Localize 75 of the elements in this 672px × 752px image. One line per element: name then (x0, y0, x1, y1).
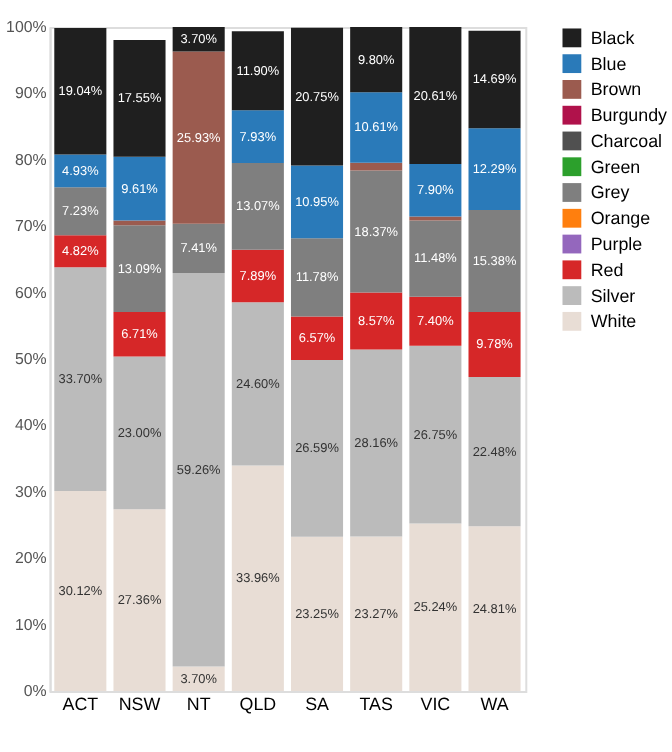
legend-label: White (590, 311, 637, 332)
legend-label: Grey (590, 182, 631, 203)
legend-label: Brown (590, 79, 642, 100)
bar (468, 377, 521, 527)
y-tick-label: 80% (14, 150, 47, 169)
legend-label: Burgundy (590, 105, 669, 126)
bar (468, 30, 521, 129)
legend-label: Silver (590, 285, 636, 306)
bar (468, 312, 521, 378)
bar (290, 360, 344, 537)
bar (113, 225, 166, 313)
y-tick-label: 100% (6, 17, 47, 36)
x-tick-label: NT (186, 693, 212, 714)
bar (172, 223, 225, 273)
bar (290, 238, 344, 317)
x-tick-label: WA (480, 693, 509, 714)
bar (231, 249, 284, 303)
bar (231, 31, 284, 111)
bar (290, 536, 344, 692)
bar (409, 296, 462, 346)
bar (172, 272, 225, 667)
y-tick-label: 70% (14, 217, 47, 236)
legend-label: Orange (590, 208, 651, 229)
x-tick-label: TAS (359, 693, 393, 714)
bar (290, 27, 344, 166)
bar (54, 187, 107, 236)
bar (409, 27, 462, 164)
bar (350, 292, 403, 350)
bar (231, 162, 284, 250)
y-tick-label: 50% (14, 349, 47, 368)
bar (231, 465, 284, 692)
y-tick-label: 20% (14, 549, 47, 568)
bar (350, 349, 403, 537)
legend-label: Green (590, 156, 641, 177)
bar (350, 27, 403, 93)
bar (113, 356, 166, 510)
y-tick-label: 90% (14, 84, 47, 103)
bar (113, 40, 166, 157)
x-tick-label: NSW (118, 693, 162, 714)
y-tick-label: 0% (23, 682, 47, 700)
bar (468, 128, 521, 210)
x-tick-label: SA (305, 693, 330, 714)
legend-label: Purple (590, 233, 643, 254)
bar (468, 209, 521, 313)
y-tick-label: 10% (14, 615, 47, 634)
bar (231, 110, 284, 163)
x-tick-label: ACT (62, 693, 100, 714)
bar (113, 312, 166, 357)
bar (350, 536, 403, 692)
bar (409, 163, 462, 217)
bar (231, 302, 284, 466)
bar (172, 51, 225, 224)
bar (54, 28, 107, 155)
bar (409, 220, 462, 297)
x-tick-label: QLD (239, 693, 277, 714)
bar (113, 220, 166, 226)
bar (113, 156, 166, 221)
bar (54, 267, 107, 492)
bar (290, 165, 344, 239)
y-tick-label: 30% (14, 482, 47, 501)
bar (113, 509, 166, 692)
bar (409, 345, 462, 524)
legend-label: Charcoal (590, 130, 663, 151)
bar (350, 170, 403, 293)
bar (350, 162, 403, 171)
legend-label: Black (590, 27, 636, 48)
bar (468, 526, 521, 692)
y-tick-label: 60% (14, 283, 47, 302)
bar (290, 316, 344, 361)
x-tick-label: VIC (420, 693, 452, 714)
bar (350, 92, 403, 163)
legend-label: Red (590, 259, 624, 280)
bar (409, 523, 462, 692)
legend-label: Blue (590, 53, 627, 74)
y-tick-label: 40% (14, 416, 47, 435)
